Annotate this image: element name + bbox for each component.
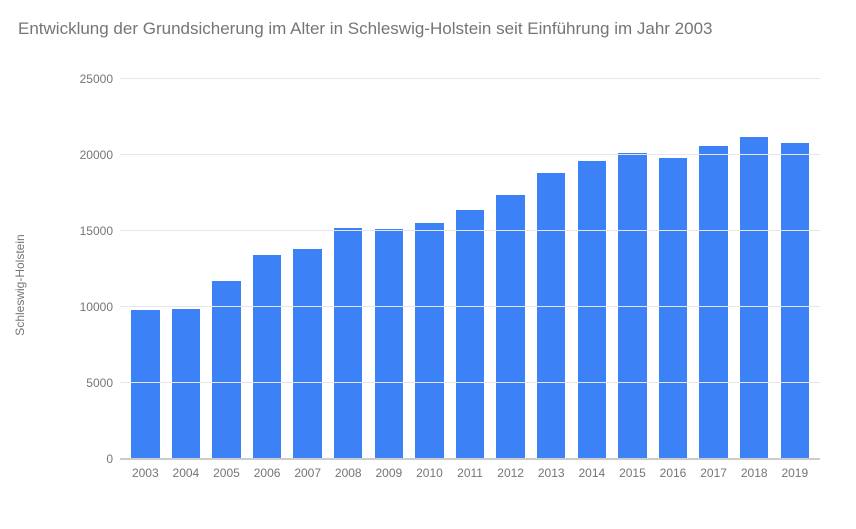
gridline bbox=[120, 382, 820, 383]
x-tick-label: 2008 bbox=[335, 466, 362, 480]
y-tick-label: 10000 bbox=[65, 300, 113, 314]
x-tick-label: 2014 bbox=[578, 466, 605, 480]
gridline bbox=[120, 306, 820, 307]
gridline bbox=[120, 230, 820, 231]
bar-slot: 2007 bbox=[287, 80, 328, 459]
bar bbox=[781, 143, 809, 459]
bar-slot: 2014 bbox=[572, 80, 613, 459]
y-tick-label: 5000 bbox=[65, 376, 113, 390]
bar bbox=[212, 281, 240, 459]
bar-slot: 2017 bbox=[693, 80, 734, 459]
y-axis-label: Schleswig-Holstein bbox=[13, 234, 27, 335]
bar bbox=[740, 137, 768, 459]
x-tick-label: 2012 bbox=[497, 466, 524, 480]
x-tick-label: 2006 bbox=[254, 466, 281, 480]
bar-slot: 2016 bbox=[653, 80, 694, 459]
x-tick-label: 2017 bbox=[700, 466, 727, 480]
x-tick-label: 2009 bbox=[376, 466, 403, 480]
bar-slot: 2008 bbox=[328, 80, 369, 459]
chart-container: Entwicklung der Grundsicherung im Alter … bbox=[0, 0, 856, 529]
bar-slot: 2012 bbox=[490, 80, 531, 459]
x-tick-label: 2005 bbox=[213, 466, 240, 480]
bar-slot: 2009 bbox=[369, 80, 410, 459]
x-tick-label: 2010 bbox=[416, 466, 443, 480]
bar-slot: 2010 bbox=[409, 80, 450, 459]
x-tick-label: 2003 bbox=[132, 466, 159, 480]
y-tick-label: 20000 bbox=[65, 148, 113, 162]
x-tick-label: 2013 bbox=[538, 466, 565, 480]
bar-slot: 2005 bbox=[206, 80, 247, 459]
x-tick-label: 2007 bbox=[294, 466, 321, 480]
bar bbox=[253, 255, 281, 459]
x-tick-label: 2004 bbox=[173, 466, 200, 480]
y-tick-label: 25000 bbox=[65, 72, 113, 86]
bar bbox=[172, 309, 200, 459]
bar bbox=[293, 249, 321, 459]
bar bbox=[334, 228, 362, 459]
plot-area: 2003200420052006200720082009201020112012… bbox=[120, 80, 820, 460]
bar-slot: 2006 bbox=[247, 80, 288, 459]
y-tick-label: 15000 bbox=[65, 224, 113, 238]
bar bbox=[537, 173, 565, 459]
bar bbox=[415, 223, 443, 459]
x-tick-label: 2018 bbox=[741, 466, 768, 480]
bar bbox=[131, 310, 159, 459]
x-tick-label: 2019 bbox=[781, 466, 808, 480]
bar bbox=[375, 229, 403, 459]
gridline bbox=[120, 154, 820, 155]
x-tick-label: 2016 bbox=[660, 466, 687, 480]
gridline bbox=[120, 458, 820, 459]
bar bbox=[659, 158, 687, 459]
gridline bbox=[120, 78, 820, 79]
bar bbox=[578, 161, 606, 459]
bar-slot: 2018 bbox=[734, 80, 775, 459]
bar bbox=[456, 210, 484, 459]
bar-slot: 2019 bbox=[775, 80, 816, 459]
bar-slot: 2004 bbox=[166, 80, 207, 459]
bar-slot: 2003 bbox=[125, 80, 166, 459]
y-tick-label: 0 bbox=[65, 452, 113, 466]
bar-slot: 2015 bbox=[612, 80, 653, 459]
bars-group: 2003200420052006200720082009201020112012… bbox=[120, 80, 820, 459]
plot-wrap: Schleswig-Holstein 200320042005200620072… bbox=[70, 80, 830, 490]
bar bbox=[496, 195, 524, 459]
x-tick-label: 2015 bbox=[619, 466, 646, 480]
bar-slot: 2011 bbox=[450, 80, 491, 459]
bar bbox=[699, 146, 727, 459]
x-tick-label: 2011 bbox=[457, 466, 483, 480]
bar-slot: 2013 bbox=[531, 80, 572, 459]
chart-title: Entwicklung der Grundsicherung im Alter … bbox=[18, 18, 808, 41]
